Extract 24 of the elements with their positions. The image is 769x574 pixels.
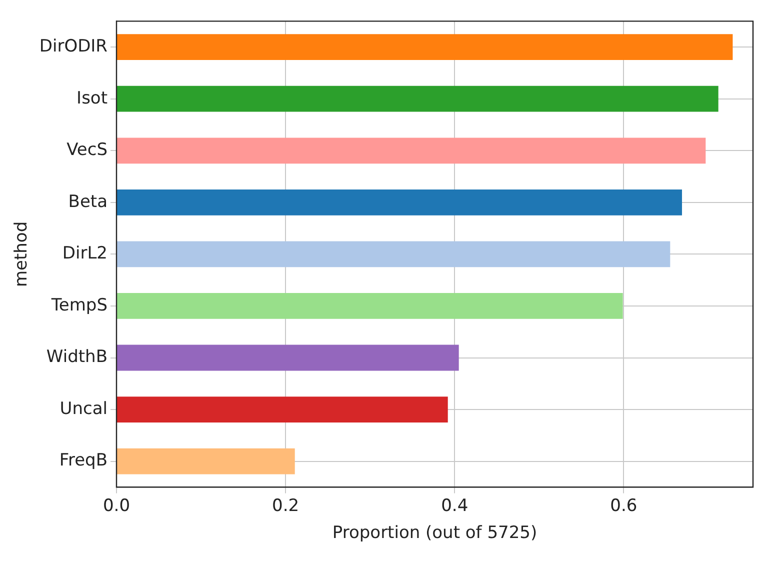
y-tick-label: DirODIR bbox=[39, 36, 108, 57]
bar bbox=[117, 241, 670, 268]
y-tick-label: Uncal bbox=[60, 398, 108, 419]
x-tick-label: 0.6 bbox=[610, 496, 638, 516]
bar bbox=[117, 293, 623, 319]
bar bbox=[117, 138, 706, 164]
bar bbox=[117, 344, 459, 371]
y-tick-label: FreqB bbox=[59, 450, 108, 471]
x-tick-label: 0.4 bbox=[441, 496, 468, 516]
y-tick-label: VecS bbox=[66, 140, 108, 160]
bar bbox=[117, 189, 682, 216]
y-tick-label: Isot bbox=[76, 88, 108, 108]
x-axis-title: Proportion (out of 5725) bbox=[332, 523, 538, 544]
y-tick-label: Beta bbox=[68, 192, 108, 212]
y-axis-title: method bbox=[12, 221, 32, 288]
x-tick-label: 0.0 bbox=[102, 496, 130, 516]
x-tick-label: 0.2 bbox=[272, 496, 300, 516]
bar bbox=[117, 396, 448, 422]
bar bbox=[117, 86, 718, 112]
y-tick-label: TempS bbox=[50, 295, 108, 316]
y-tick-label: DirL2 bbox=[62, 244, 108, 264]
bar bbox=[117, 448, 295, 474]
bar bbox=[117, 34, 733, 60]
y-tick-label: WidthB bbox=[46, 347, 108, 368]
